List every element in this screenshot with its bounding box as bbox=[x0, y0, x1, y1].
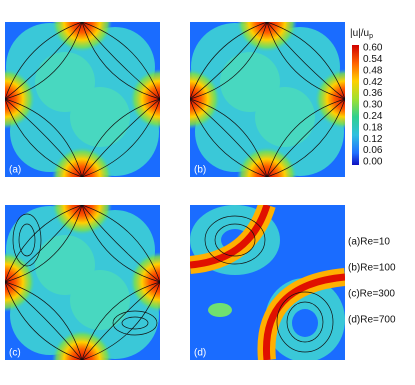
colorbar-tick-label: 0.12 bbox=[363, 134, 383, 145]
panel-label: (a) bbox=[9, 165, 21, 176]
panel-d: (d) bbox=[190, 205, 345, 360]
colorbar-tick-label: 0.60 bbox=[363, 43, 383, 54]
legend-entry: (d)Re=700 bbox=[348, 315, 396, 326]
colorbar-ticks: 0.600.540.480.420.360.300.240.180.120.06… bbox=[363, 43, 383, 168]
panel-label: (d) bbox=[194, 348, 206, 359]
panel-a: (a) bbox=[0, 0, 190, 207]
panel-c: (c) bbox=[0, 175, 190, 385]
colorbar-tick-label: 0.48 bbox=[363, 65, 383, 76]
colorbar-tick-label: 0.06 bbox=[363, 145, 383, 156]
colorbar-tick-label: 0.36 bbox=[363, 88, 383, 99]
panel-label: (b) bbox=[194, 165, 206, 176]
legend-entry: (c)Re=300 bbox=[348, 289, 395, 300]
colorbar-title: |u|/up bbox=[350, 28, 373, 40]
colorbar-tick-label: 0.30 bbox=[363, 100, 383, 111]
colorbar-tick-label: 0.00 bbox=[363, 157, 383, 168]
legend: (a)Re=10 (b)Re=100 (c)Re=300 (d)Re=700 bbox=[348, 237, 396, 326]
colorbar bbox=[352, 45, 359, 165]
colorbar-tick-label: 0.24 bbox=[363, 111, 383, 122]
panel-label: (c) bbox=[9, 348, 21, 359]
panel-b: (b) bbox=[160, 0, 375, 207]
colorbar-tick-label: 0.54 bbox=[363, 54, 383, 65]
legend-entry: (a)Re=10 bbox=[348, 237, 390, 248]
colorbar-tick-label: 0.42 bbox=[363, 77, 383, 88]
colorbar-tick-label: 0.18 bbox=[363, 122, 383, 133]
legend-entry: (b)Re=100 bbox=[348, 263, 396, 274]
